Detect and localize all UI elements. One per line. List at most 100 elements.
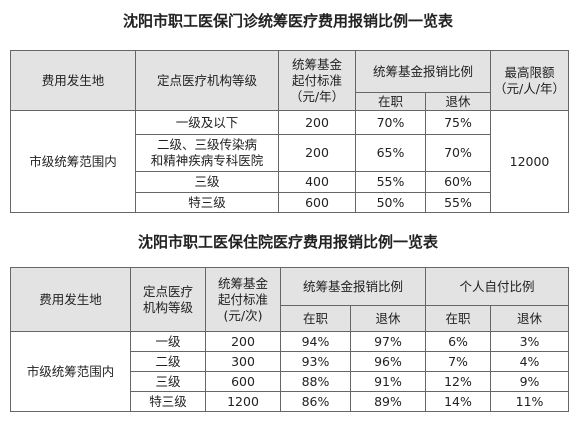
data-cell: 三级 <box>135 171 279 193</box>
cell-text: 4% <box>519 353 540 369</box>
data-cell: 50% <box>355 192 426 213</box>
cell-text: 65% <box>376 145 405 160</box>
cell-text: 退休 <box>375 310 401 326</box>
cell-text: 400 <box>305 174 329 189</box>
data-cell: 12% <box>425 371 492 392</box>
data-cell: 65% <box>355 134 426 172</box>
data-cell: 特三级 <box>135 192 279 213</box>
data-cell: 89% <box>349 391 427 412</box>
cell-text: 7% <box>448 353 468 369</box>
region-cell: 市级统筹范围内 <box>10 331 131 412</box>
cell-text: 91% <box>374 373 402 389</box>
data-cell: 一级及以下 <box>135 110 279 135</box>
cell-text: 统筹基金报销比例 <box>373 63 474 79</box>
header-cell: 退休 <box>424 92 492 111</box>
header-cell: 统筹基金 起付标准 (元/次) <box>205 267 281 332</box>
cell-text: 退休 <box>445 93 471 109</box>
cell-line: 一级 <box>155 333 181 349</box>
cell-text: 94% <box>301 333 330 349</box>
cell-text: 费用发生地 <box>41 72 105 88</box>
cell-text: 市级统筹范围内 <box>29 153 117 169</box>
data-cell: 200 <box>278 134 356 172</box>
body-row: 市级统筹范围内 一级及以下 200 70% 75% 12000 <box>10 110 570 213</box>
header-row: 在职 退休 在职 退休 <box>11 305 570 332</box>
data-cell: 55% <box>355 171 426 193</box>
cell-line: 最高限额 <box>504 64 555 80</box>
cell-text: 89% <box>374 393 402 409</box>
cell-text: 88% <box>301 373 330 389</box>
header-row: 费用发生地 定点医疗 机构等级 统筹基金 起付标准 (元/次) 统筹基金报销比例 个人自付比例 <box>10 267 570 332</box>
cell-line: 起付标准 <box>291 72 342 88</box>
cell-text: 6% <box>448 333 468 349</box>
cell-line: 统筹基金 <box>291 56 342 72</box>
data-cell: 600 <box>278 192 356 213</box>
cell-text: 市级统筹范围内 <box>26 363 115 379</box>
cell-text: 12% <box>444 373 472 389</box>
data-cell: 4% <box>490 351 570 372</box>
cell-line: 三级 <box>194 174 220 189</box>
cell-text: 12000 <box>509 153 550 169</box>
data-cell: 三级 <box>130 371 206 392</box>
limit-cell: 12000 <box>490 110 570 213</box>
cell-line: （元/年） <box>289 88 345 104</box>
data-cell: 200 <box>205 331 281 352</box>
cell-text: 200 <box>231 333 255 349</box>
header-cell: 统筹基金 起付标准 （元/年） <box>278 50 356 111</box>
data-cell: 200 <box>278 110 356 135</box>
cell-text: 600 <box>231 373 255 389</box>
cell-line: （元/人/年） <box>494 80 565 96</box>
body-row: 市级统筹范围内 一级 200 94% 97% 6% 3% <box>10 331 570 412</box>
cell-text: 在职 <box>302 310 328 326</box>
cell-line: 二级、三级传染病 <box>156 137 257 152</box>
header-cell: 定点医疗机构等级 <box>135 50 279 111</box>
cell-text: 60% <box>444 174 472 189</box>
cell-text: 86% <box>301 393 330 409</box>
data-cell: 一级 <box>130 331 206 352</box>
data-cell: 97% <box>349 331 427 352</box>
data-cell: 3% <box>490 331 570 352</box>
data-cell: 88% <box>280 371 351 392</box>
cell-line: 二级 <box>155 353 181 369</box>
data-cell: 特三级 <box>130 391 206 412</box>
data-cell: 55% <box>424 192 492 213</box>
header-row: 费用发生地 定点医疗机构等级 统筹基金 起付标准 （元/年） 统筹基金报销比例 最高限额 （元… <box>10 50 570 111</box>
cell-line: 统筹基金 <box>217 275 268 291</box>
data-cell: 9% <box>490 371 570 392</box>
cell-text: 55% <box>444 194 472 210</box>
header-cell: 费用发生地 <box>10 50 136 111</box>
cell-text: 600 <box>305 194 329 210</box>
cell-text: 在职 <box>377 93 403 109</box>
body-row: 三级 600 88% 91% 12% 9% <box>11 371 570 392</box>
cell-text: 70% <box>444 145 472 160</box>
header-cell: 退休 <box>349 305 427 332</box>
data-cell: 1200 <box>205 391 281 412</box>
cell-text: 70% <box>376 114 405 130</box>
cell-text: 200 <box>305 114 329 130</box>
data-cell: 91% <box>349 371 427 392</box>
cell-text: 在职 <box>445 310 471 326</box>
header-row: 在职 退休 <box>11 92 569 111</box>
data-cell: 6% <box>425 331 492 352</box>
cell-text: 退休 <box>517 310 543 326</box>
header-cell: 退休 <box>490 305 570 332</box>
header-cell: 在职 <box>355 92 426 111</box>
table-title: 沈阳市职工医保门诊统筹医疗费用报销比例一览表 <box>122 12 453 30</box>
cell-text: 费用发生地 <box>39 291 102 307</box>
cell-line: 一级及以下 <box>175 114 239 130</box>
cell-text: 55% <box>376 174 405 189</box>
cell-line: 和精神疾病专科医院 <box>150 153 264 168</box>
cell-line: 三级 <box>155 373 181 389</box>
cell-text: 11% <box>515 393 544 409</box>
cell-text: 200 <box>305 145 329 160</box>
header-cell: 个人自付比例 <box>425 267 570 306</box>
body-row: 二级 300 93% 96% 7% 4% <box>11 351 570 372</box>
data-cell: 96% <box>349 351 427 372</box>
region-cell: 市级统筹范围内 <box>10 110 136 213</box>
body-row: 特三级 600 50% 55% <box>11 192 569 213</box>
cell-text: 300 <box>231 353 255 369</box>
outpatient-table: 费用发生地 定点医疗机构等级 统筹基金 起付标准 （元/年） 统筹基金报销比例 最高限额 （元… <box>10 50 570 213</box>
data-cell: 94% <box>280 331 351 352</box>
cell-text: 50% <box>376 194 405 210</box>
data-cell: 70% <box>424 134 492 172</box>
